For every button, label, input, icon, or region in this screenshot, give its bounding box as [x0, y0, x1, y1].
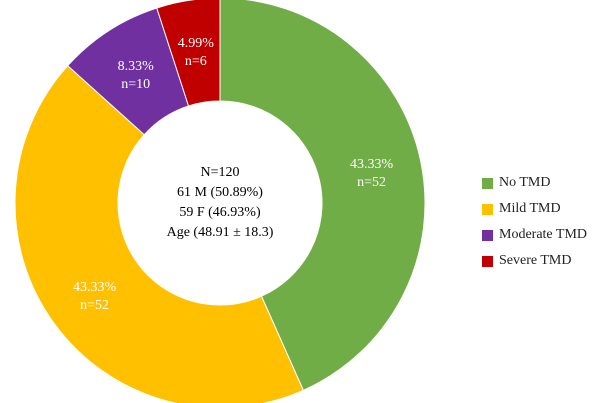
legend-item-mild-tmd: Mild TMD: [482, 196, 587, 222]
center-line-male: 61 M (50.89%): [177, 185, 263, 200]
legend-swatch-mild-tmd: [482, 203, 493, 215]
legend-item-severe-tmd: Severe TMD: [482, 248, 587, 274]
center-line-n: N=120: [200, 165, 239, 180]
legend-label-moderate-tmd: Moderate TMD: [499, 227, 587, 242]
slice-n-label-mild-tmd: n=52: [80, 298, 109, 313]
slice-n-label-moderate-tmd: n=10: [121, 77, 150, 92]
center-line-female: 59 F (46.93%): [179, 205, 261, 220]
legend: No TMD Mild TMD Moderate TMD Severe TMD: [482, 170, 587, 274]
legend-label-mild-tmd: Mild TMD: [499, 201, 561, 216]
legend-item-no-tmd: No TMD: [482, 170, 587, 196]
legend-label-no-tmd: No TMD: [499, 175, 551, 190]
slice-pct-label-mild-tmd: 43.33%: [73, 280, 117, 295]
legend-label-severe-tmd: Severe TMD: [499, 253, 572, 268]
legend-item-moderate-tmd: Moderate TMD: [482, 222, 587, 248]
center-line-age: Age (48.91 ± 18.3): [167, 225, 274, 240]
legend-swatch-no-tmd: [482, 177, 493, 189]
slice-pct-label-no-tmd: 43.33%: [350, 157, 394, 172]
donut-hole: [118, 101, 322, 305]
slice-n-label-severe-tmd: n=6: [185, 54, 207, 69]
legend-swatch-severe-tmd: [482, 255, 493, 267]
legend-swatch-moderate-tmd: [482, 229, 493, 241]
slice-pct-label-severe-tmd: 4.99%: [178, 36, 215, 51]
slice-pct-label-moderate-tmd: 8.33%: [118, 59, 155, 74]
slice-n-label-no-tmd: n=52: [357, 175, 386, 190]
